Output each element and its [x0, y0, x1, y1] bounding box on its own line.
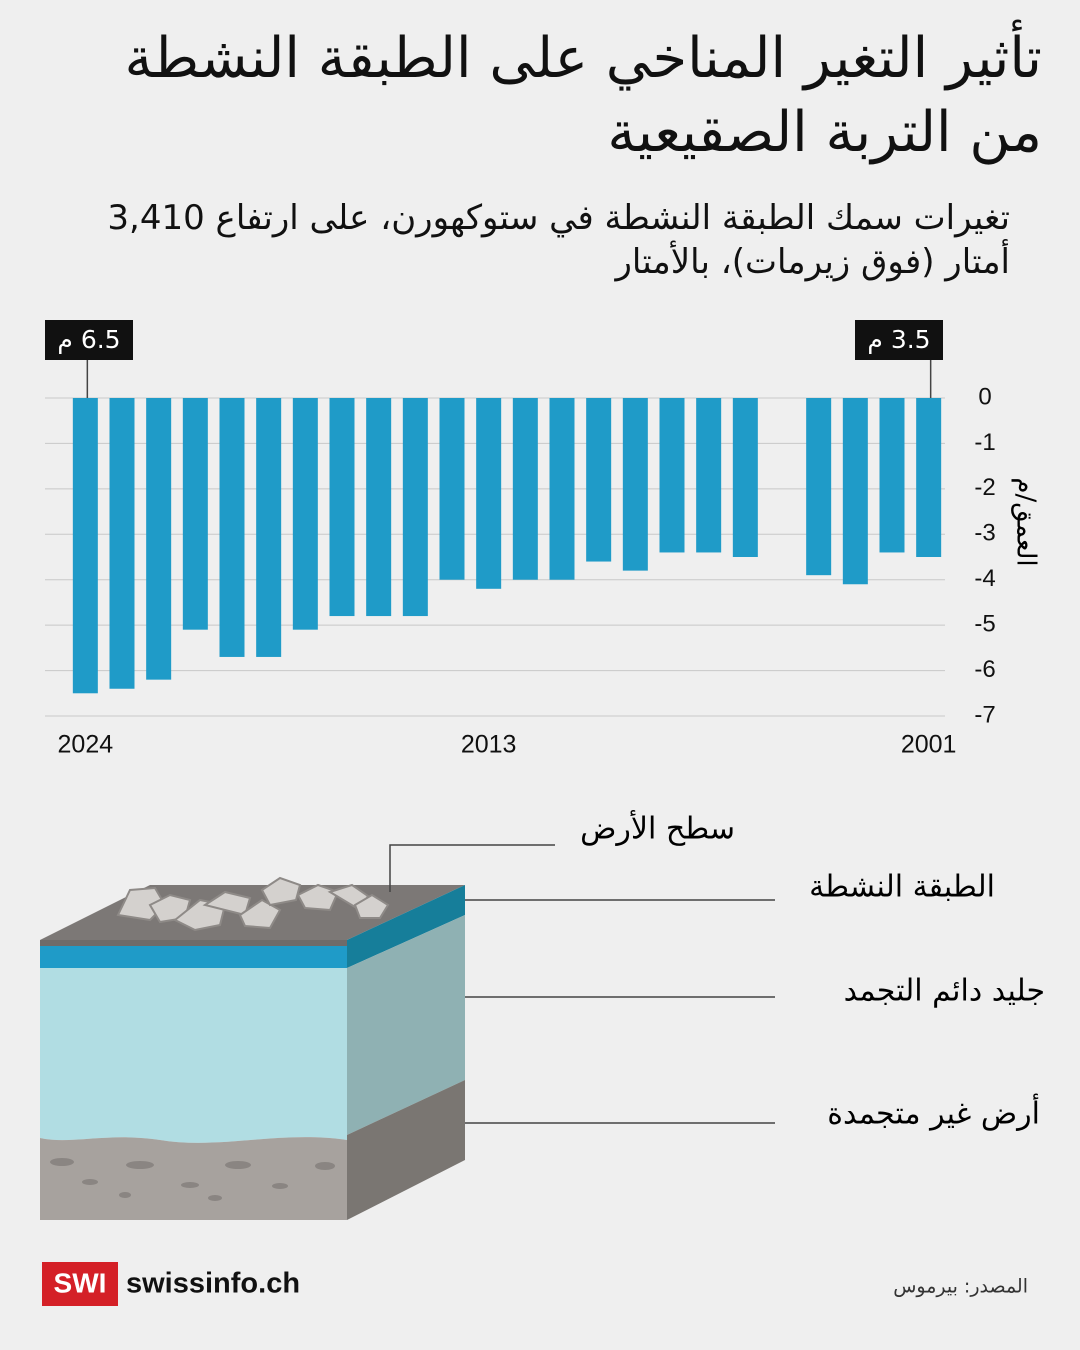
bar: [622, 398, 648, 571]
chart-subtitle: تغيرات سمك الطبقة النشطة في ستوكهورن، عل…: [107, 198, 1010, 282]
source: المصدر: بيرموس: [893, 1276, 1028, 1298]
y-tick-label: 0: [978, 383, 991, 410]
x-tick-label: 2001: [901, 731, 957, 759]
bar: [549, 398, 575, 580]
leader-lines: [389, 844, 775, 1124]
brand: swissinfo.ch: [126, 1268, 300, 1300]
logo-box: [42, 1262, 118, 1306]
y-tick-label: -7: [974, 701, 995, 728]
bar: [476, 398, 502, 589]
bar: [366, 398, 392, 617]
bar: [182, 398, 208, 630]
y-tick-label: -2: [974, 474, 995, 501]
bar: [696, 398, 722, 553]
bar: [292, 398, 318, 630]
chart-title: تأثير التغير المناخي على الطبقة النشطة م…: [124, 26, 1043, 165]
y-tick-label: -5: [974, 610, 995, 637]
y-tick-label: -4: [974, 565, 995, 592]
y-tick-label: -1: [974, 429, 995, 456]
bar: [256, 398, 282, 657]
bar: [512, 398, 538, 580]
annotation-box: [45, 320, 133, 360]
bar: [109, 398, 135, 689]
diagram-label: جليد دائم التجمد: [844, 974, 1045, 1009]
bar: [659, 398, 685, 553]
diagram-label: أرض غير متجمدة: [827, 1093, 1040, 1132]
y-axis-label: العمق/م: [1011, 477, 1041, 566]
bar: [916, 398, 942, 557]
soil-diagram: [40, 876, 465, 1220]
bar: [586, 398, 612, 562]
diagram-label: الطبقة النشطة: [809, 870, 995, 905]
y-tick-label: -3: [974, 520, 995, 547]
bar: [146, 398, 172, 680]
bar: [402, 398, 428, 617]
annotation: 3.5 م: [867, 325, 930, 354]
x-tick-label: 2024: [58, 731, 114, 759]
bar: [842, 398, 868, 585]
bar: [732, 398, 758, 557]
bar: [439, 398, 465, 580]
bar: [806, 398, 832, 576]
bar: [72, 398, 98, 694]
y-tick-label: -6: [974, 656, 995, 683]
logo: SWI: [54, 1267, 107, 1298]
annotation-box: [855, 320, 943, 360]
diagram-label: سطح الأرض: [580, 809, 735, 847]
bar: [219, 398, 245, 657]
bar: [879, 398, 905, 553]
x-tick-label: 2013: [461, 731, 517, 759]
bar: [329, 398, 355, 617]
annotation: 6.5 م: [57, 325, 120, 354]
